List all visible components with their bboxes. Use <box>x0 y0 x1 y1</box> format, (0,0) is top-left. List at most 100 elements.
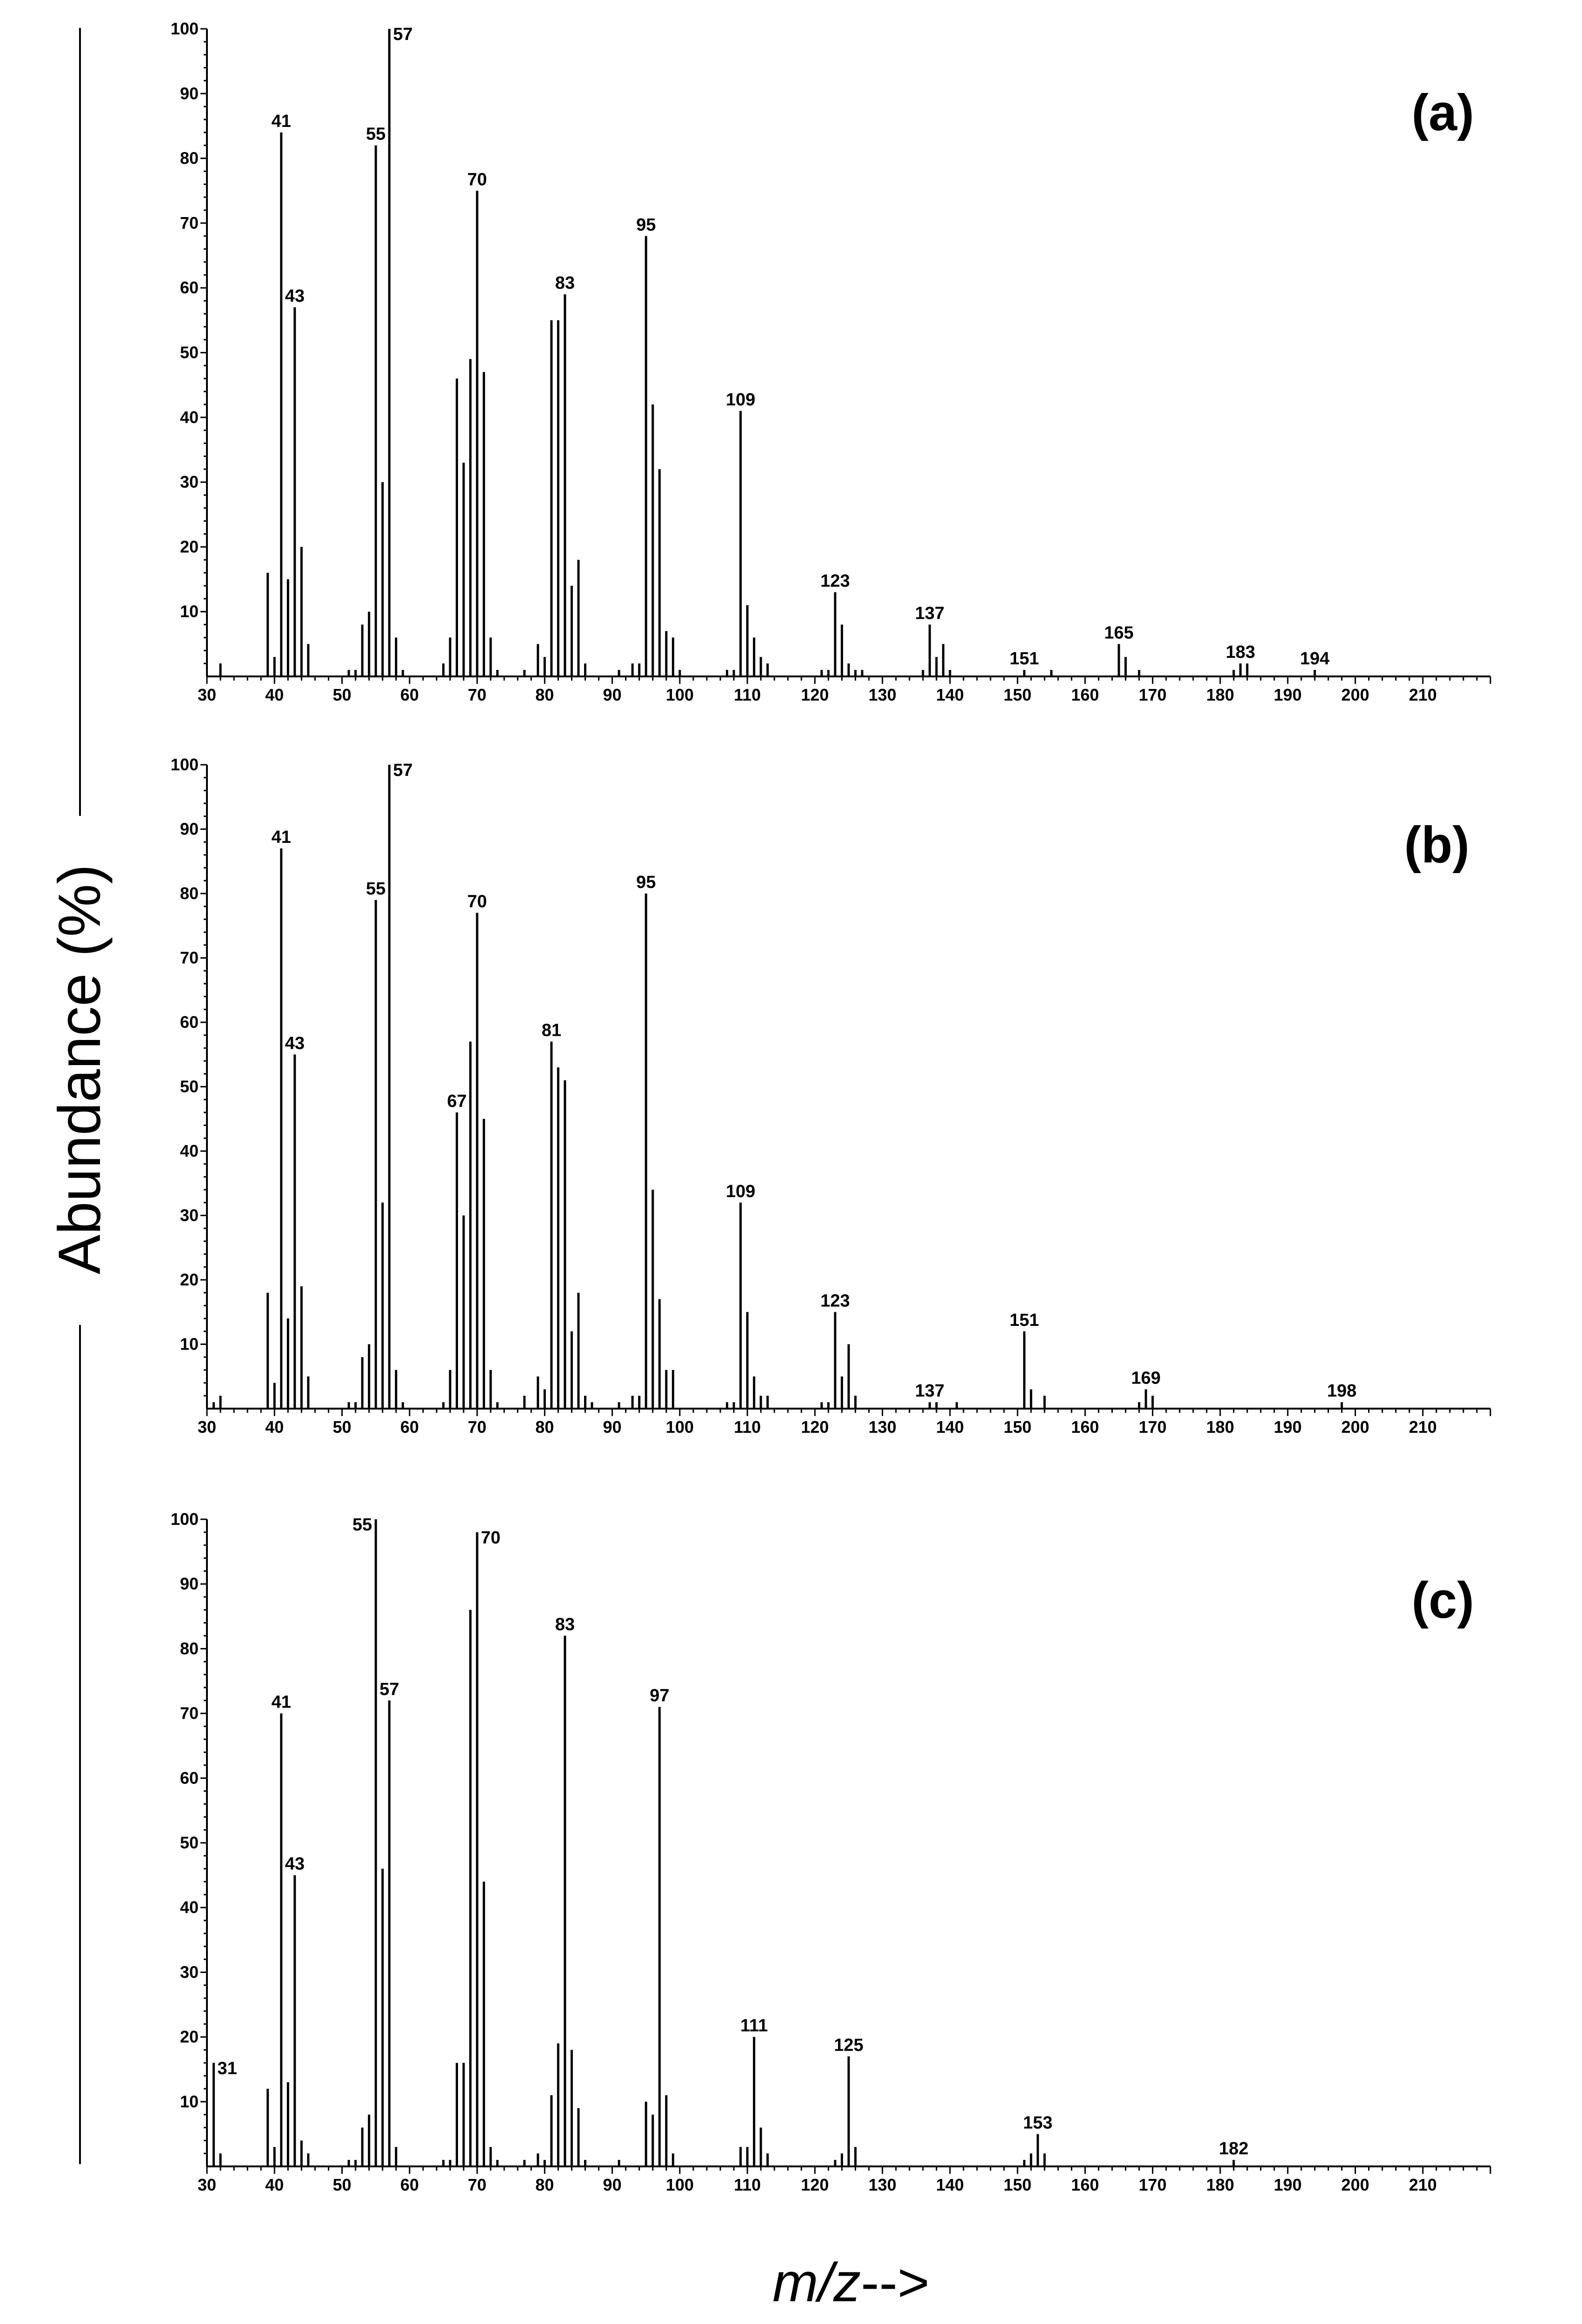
peak-label: 151 <box>1010 649 1039 669</box>
x-tick-label: 130 <box>869 685 897 704</box>
x-tick-label: 30 <box>198 1417 216 1437</box>
panel-label-c: (c) <box>1412 1572 1474 1629</box>
panel-c: 10 20 30 40 50 60 70 80 90 100 30 40 50 60 70 80 90 100 11… <box>171 1510 1491 2194</box>
y-tick-label: 50 <box>180 1833 199 1852</box>
x-tick-label: 190 <box>1274 2175 1302 2194</box>
peak-label: 123 <box>820 1291 850 1311</box>
y-tick-label: 90 <box>180 84 199 103</box>
x-tick-label: 80 <box>535 2175 554 2194</box>
x-tick-label: 100 <box>666 2175 694 2194</box>
y-tick-label: 100 <box>171 1510 199 1529</box>
x-tick-label: 40 <box>265 2175 284 2194</box>
y-tick-label: 20 <box>180 537 199 556</box>
peak-label: 153 <box>1023 2113 1052 2132</box>
y-tick-label: 50 <box>180 1077 199 1096</box>
x-axis-title-suffix: --> <box>861 2252 930 2313</box>
y-tick-label: 100 <box>171 755 199 774</box>
peak-label: 109 <box>726 1182 755 1201</box>
x-tick-label: 180 <box>1206 1417 1234 1437</box>
peak-label: 57 <box>379 1680 399 1699</box>
y-tick-label: 70 <box>180 1704 199 1723</box>
y-axis-title: Abundance (%) <box>47 864 113 1274</box>
x-tick-label: 90 <box>603 1417 622 1437</box>
peak-label: 194 <box>1300 649 1329 669</box>
x-tick-label: 200 <box>1341 685 1369 704</box>
x-tick-label: 70 <box>468 685 486 704</box>
peak-label: 41 <box>272 1693 291 1712</box>
x-tick-label: 140 <box>936 2175 964 2194</box>
x-axis-title-italic: m/z <box>772 2252 861 2313</box>
y-tick-label: 20 <box>180 1270 199 1289</box>
x-tick-label: 170 <box>1139 685 1167 704</box>
x-tick-label: 140 <box>936 685 964 704</box>
x-tick-label: 110 <box>734 2175 761 2194</box>
x-tick-label: 150 <box>1004 1417 1031 1437</box>
peak-label: 83 <box>555 1615 575 1635</box>
x-tick-label: 120 <box>801 685 829 704</box>
x-tick-label: 150 <box>1004 2175 1031 2194</box>
x-tick-label: 70 <box>468 1417 486 1437</box>
x-tick-label: 80 <box>535 685 554 704</box>
x-tick-label: 120 <box>801 2175 829 2194</box>
y-tick-label: 30 <box>180 1206 199 1225</box>
panel-label-b: (b) <box>1404 816 1469 874</box>
x-tick-label: 60 <box>400 2175 419 2194</box>
y-tick-label: 40 <box>180 1141 199 1160</box>
y-tick-label: 90 <box>180 1574 199 1593</box>
x-tick-label: 50 <box>333 1417 352 1437</box>
x-tick-label: 90 <box>603 685 622 704</box>
y-tick-label: 80 <box>180 884 199 903</box>
peak-label: 97 <box>650 1686 669 1706</box>
y-tick-label: 60 <box>180 278 199 297</box>
y-tick-label: 30 <box>180 472 199 491</box>
x-tick-label: 30 <box>198 685 216 704</box>
x-tick-label: 120 <box>801 1417 829 1437</box>
y-tick-label: 60 <box>180 1768 199 1788</box>
x-tick-label: 190 <box>1274 685 1302 704</box>
x-tick-label: 160 <box>1071 2175 1099 2194</box>
panel-a: 10 20 30 40 50 60 70 80 90 100 30 40 50 60 70 80 90 100 11… <box>171 19 1491 704</box>
x-tick-label: 130 <box>869 2175 897 2194</box>
peak-label: 43 <box>285 286 305 306</box>
peak-label: 55 <box>366 125 386 144</box>
x-tick-label: 200 <box>1341 1417 1369 1437</box>
peak-label: 183 <box>1226 642 1255 662</box>
panels: 10 20 30 40 50 60 70 80 90 100 30 40 50 60 70 80 90 100 11… <box>171 19 1491 2194</box>
x-tick-label: 100 <box>666 1417 694 1437</box>
x-tick-label: 40 <box>265 685 284 704</box>
panel-label-a: (a) <box>1412 84 1474 141</box>
peak-label: 151 <box>1010 1311 1039 1330</box>
x-tick-label: 40 <box>265 1417 284 1437</box>
peak-label: 55 <box>366 879 386 899</box>
peak-label: 55 <box>352 1515 372 1535</box>
x-tick-label: 110 <box>734 1417 761 1437</box>
peak-label: 41 <box>272 112 291 131</box>
x-tick-label: 160 <box>1071 685 1099 704</box>
y-tick-label: 10 <box>180 602 199 621</box>
y-tick-label: 100 <box>171 19 199 38</box>
peak-label: 31 <box>218 2059 237 2078</box>
peak-label: 70 <box>467 170 487 189</box>
x-tick-label: 190 <box>1274 1417 1302 1437</box>
peak-label: 125 <box>834 2035 863 2055</box>
x-tick-label: 130 <box>869 1417 897 1437</box>
y-tick-label: 30 <box>180 1962 199 1981</box>
peak-label: 111 <box>740 2016 768 2036</box>
x-tick-label: 170 <box>1139 1417 1167 1437</box>
x-tick-label: 50 <box>333 2175 352 2194</box>
y-tick-label: 70 <box>180 213 199 232</box>
panel-b: 10 20 30 40 50 60 70 80 90 100 30 40 50 60 70 80 90 100 11… <box>171 755 1491 1437</box>
x-tick-label: 150 <box>1004 685 1031 704</box>
peak-label: 83 <box>555 273 575 293</box>
peak-label: 182 <box>1219 2139 1248 2158</box>
y-tick-label: 60 <box>180 1013 199 1032</box>
x-tick-label: 210 <box>1409 685 1437 704</box>
x-tick-label: 180 <box>1206 685 1234 704</box>
x-tick-label: 90 <box>603 2175 622 2194</box>
peak-label: 57 <box>393 25 412 44</box>
x-tick-label: 110 <box>734 685 761 704</box>
y-axis-label: Abundance (%) <box>47 28 113 2164</box>
peak-label: 137 <box>915 1381 944 1401</box>
y-tick-label: 20 <box>180 2027 199 2046</box>
